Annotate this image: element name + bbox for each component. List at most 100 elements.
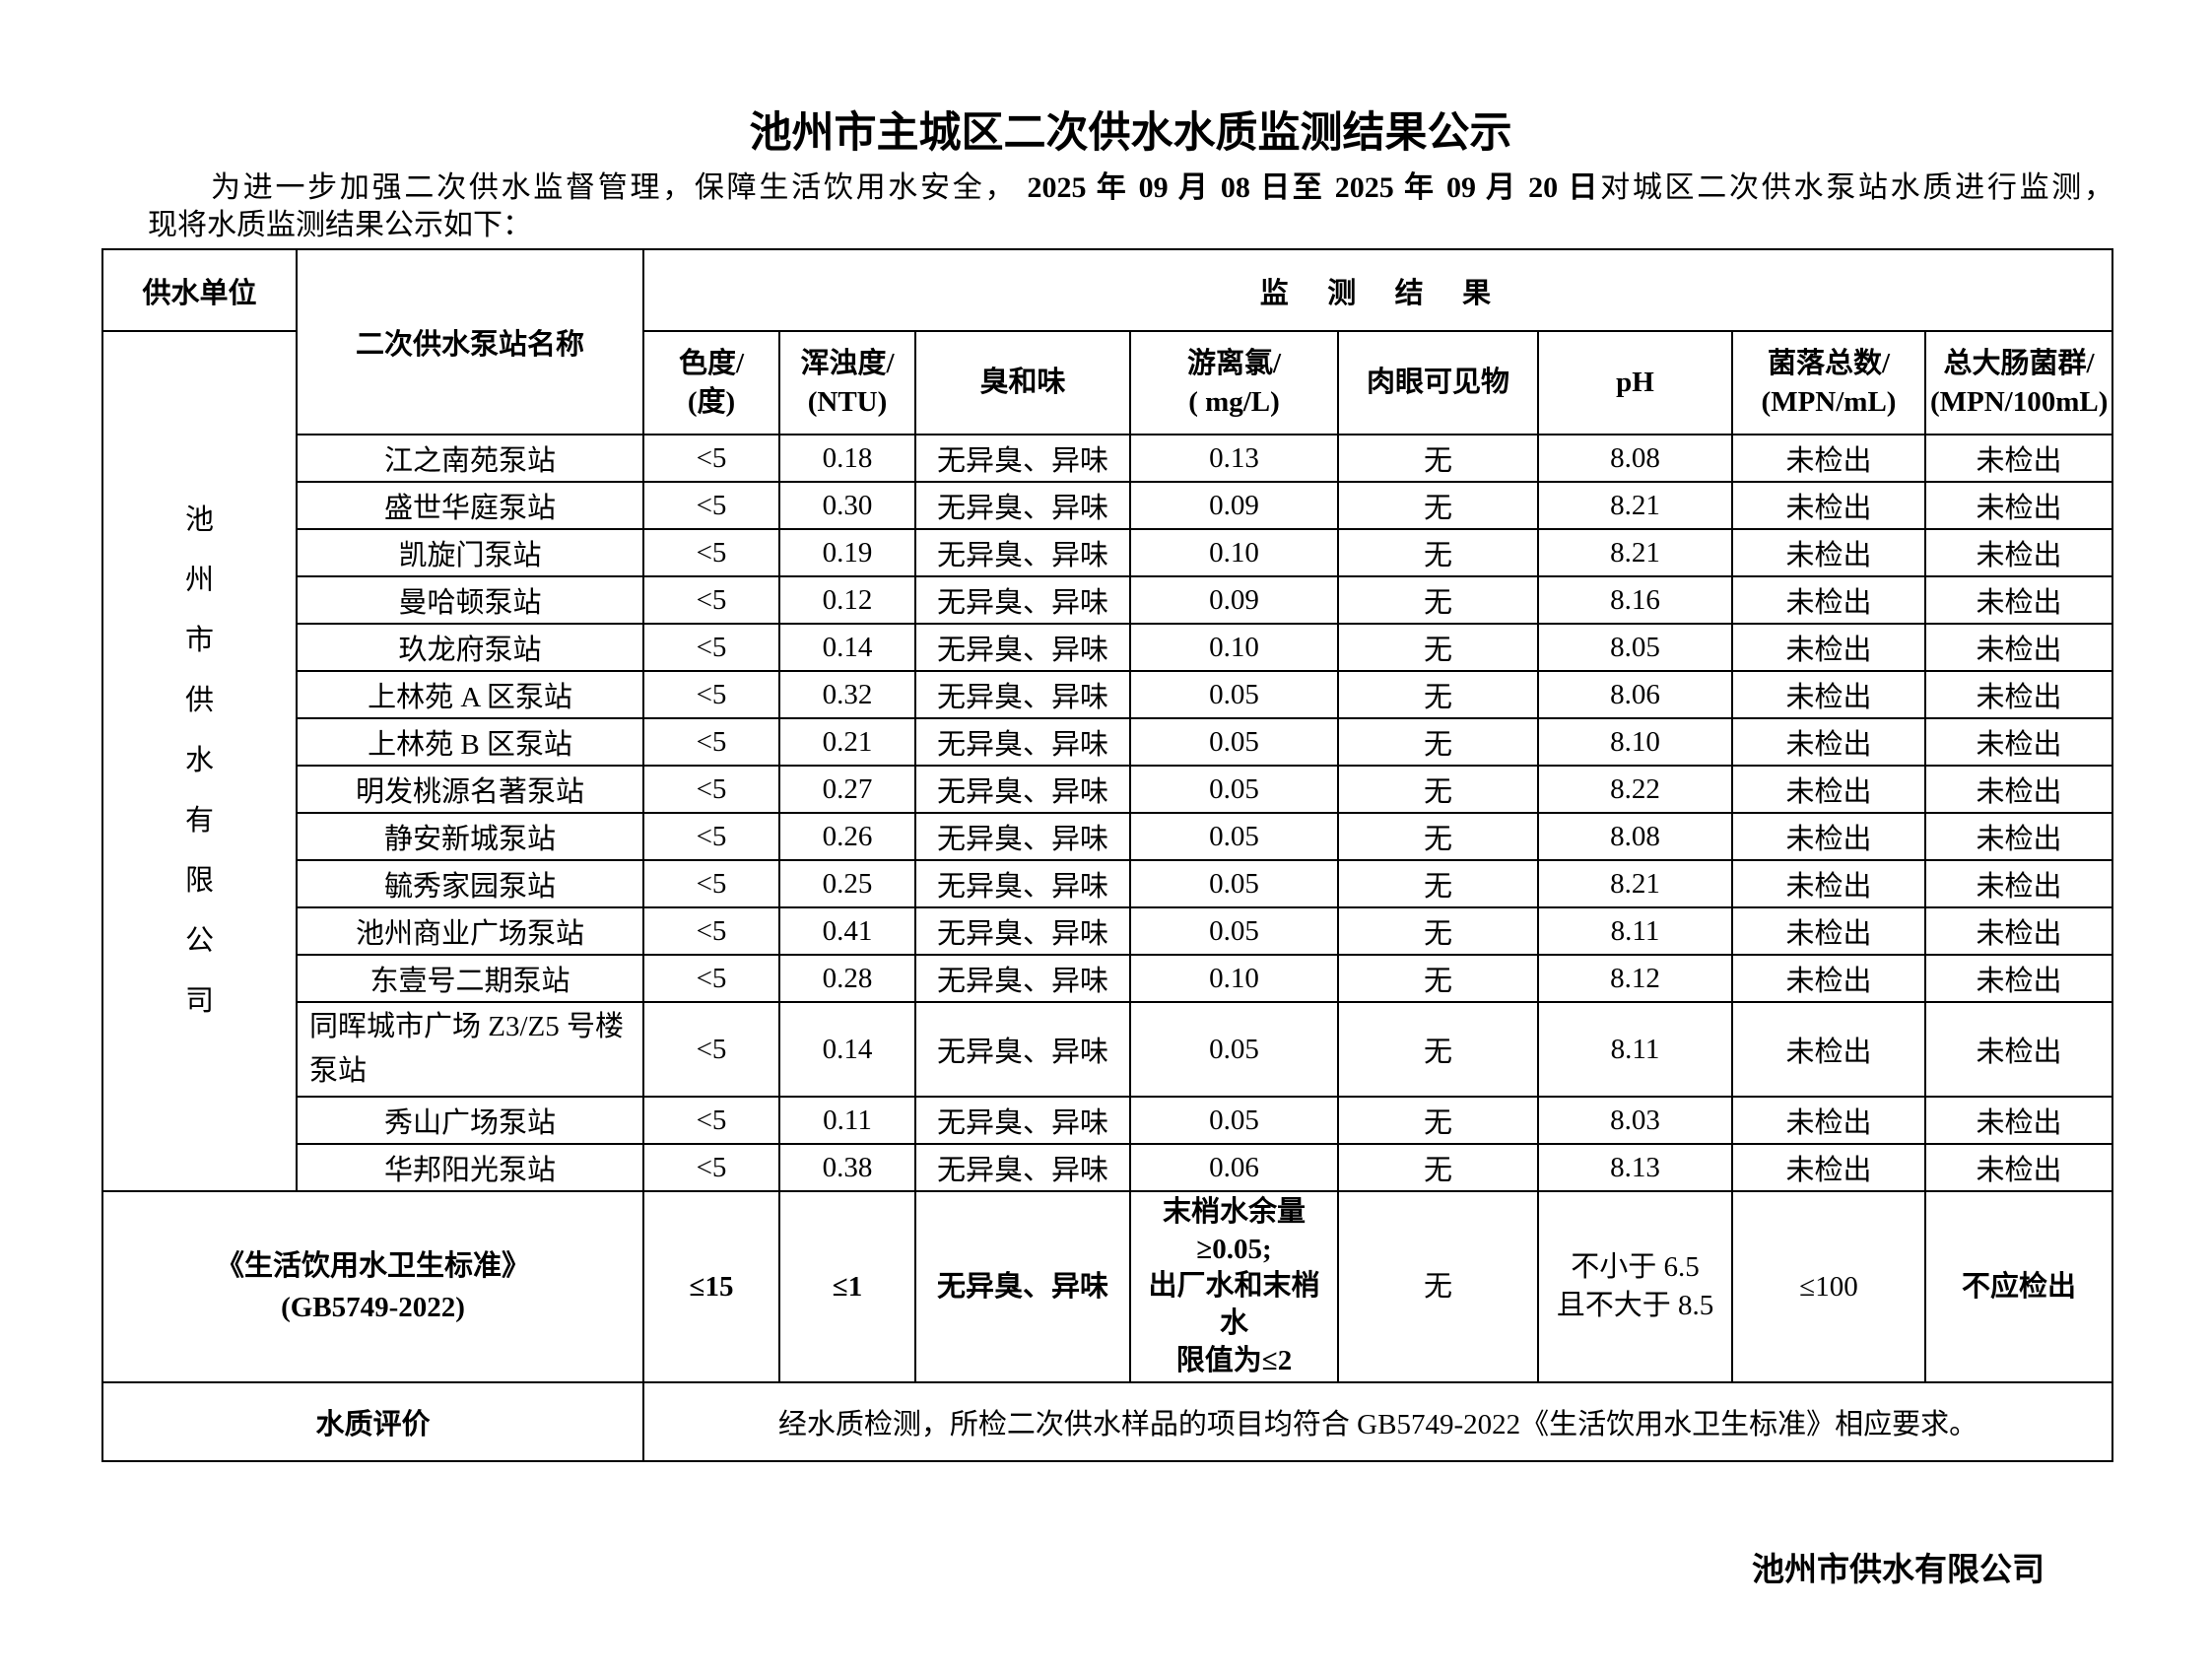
result-cell: <5	[642, 954, 780, 1004]
result-cell: 8.05	[1537, 623, 1733, 673]
result-cell: 8.08	[1537, 434, 1733, 484]
standard-value-cell: ≤1	[778, 1190, 916, 1384]
table-row: 上林苑 B 区泵站 <5 0.21 无异臭、异味 0.05 无 8.10 未检出 未检出	[102, 717, 2114, 768]
station-name-cell: 盛世华庭泵站	[296, 481, 644, 531]
intro-text-post: 对城区二次供水泵站水质进行监测，	[1600, 171, 2114, 205]
result-cell: 未检出	[1923, 528, 2114, 578]
table-row: 同晖城市广场 Z3/Z5 号楼泵站 <5 0.14 无异臭、异味 0.05 无 8.11 未检…	[102, 1001, 2114, 1099]
result-cell: 8.21	[1537, 481, 1733, 531]
result-cell: 0.05	[1129, 670, 1339, 720]
result-cell: 无	[1337, 1143, 1539, 1193]
station-name-cell: 明发桃源名著泵站	[296, 765, 644, 815]
result-cell: <5	[642, 765, 780, 815]
table-row: 池州商业广场泵站 <5 0.41 无异臭、异味 0.05 无 8.11 未检出 未检出	[102, 906, 2114, 957]
result-cell: 无	[1337, 481, 1539, 531]
station-name-cell: 华邦阳光泵站	[296, 1143, 644, 1193]
result-cell: 未检出	[1731, 717, 1926, 768]
result-cell: 0.09	[1129, 481, 1339, 531]
standard-row: 《生活饮用水卫生标准》 (GB5749-2022) ≤15 ≤1 无异臭、异味 末梢水…	[101, 1190, 2114, 1384]
result-cell: 未检出	[1731, 906, 1926, 957]
station-name-cell: 玖龙府泵站	[296, 623, 644, 673]
standard-value-cell: 不小于 6.5 且不大于 8.5	[1537, 1190, 1733, 1384]
result-cell: 0.14	[778, 623, 916, 673]
result-cell: 无	[1337, 623, 1539, 673]
table-header-row-1: 供水单位 二次供水泵站名称 监 测 结 果	[101, 248, 2114, 436]
standard-value-cell: 无异臭、异味	[914, 1190, 1131, 1384]
result-cell: 无	[1337, 906, 1539, 957]
standard-value-cell: 无	[1337, 1190, 1539, 1384]
result-cell: 8.21	[1537, 528, 1733, 578]
table-row: 曼哈顿泵站 <5 0.12 无异臭、异味 0.09 无 8.16 未检出 未检出	[102, 575, 2114, 626]
document-page: { "title": "池州市主城区二次供水水质监测结果公示", "intro"…	[0, 110, 2212, 1674]
result-cell: <5	[642, 717, 780, 768]
result-cell: 未检出	[1731, 859, 1926, 909]
column-header: 总大肠菌群/ (MPN/100mL)	[1923, 330, 2114, 436]
result-cell: 8.13	[1537, 1143, 1733, 1193]
result-cell: 未检出	[1731, 765, 1926, 815]
result-cell: 无异臭、异味	[914, 1001, 1131, 1099]
result-cell: 0.26	[778, 812, 916, 862]
table-row: 秀山广场泵站 <5 0.11 无异臭、异味 0.05 无 8.03 未检出 未检出	[102, 1096, 2114, 1146]
result-cell: 未检出	[1923, 481, 2114, 531]
evaluation-row: 水质评价 经水质检测，所检二次供水样品的项目均符合 GB5749-2022《生活…	[101, 1381, 2114, 1463]
result-cell: 0.10	[1129, 528, 1339, 578]
result-cell: 0.25	[778, 859, 916, 909]
result-cell: 8.21	[1537, 859, 1733, 909]
result-cell: 0.19	[778, 528, 916, 578]
station-name-cell: 同晖城市广场 Z3/Z5 号楼泵站	[296, 1001, 644, 1099]
result-cell: 0.05	[1129, 812, 1339, 862]
station-name-cell: 静安新城泵站	[296, 812, 644, 862]
station-name-cell: 东壹号二期泵站	[296, 954, 644, 1004]
result-cell: 无异臭、异味	[914, 765, 1131, 815]
result-cell: 无异臭、异味	[914, 434, 1131, 484]
result-cell: 0.14	[778, 1001, 916, 1099]
result-cell: 无	[1337, 812, 1539, 862]
result-cell: 未检出	[1731, 575, 1926, 626]
result-cell: 未检出	[1731, 670, 1926, 720]
result-cell: 0.21	[778, 717, 916, 768]
standard-value-cell: 不应检出	[1923, 1190, 2114, 1384]
result-cell: 未检出	[1923, 859, 2114, 909]
result-cell: 无异臭、异味	[914, 717, 1131, 768]
result-cell: 未检出	[1731, 528, 1926, 578]
intro-text-pre: 为进一步加强二次供水监督管理，保障生活饮用水安全，	[211, 171, 1018, 205]
table-row: 华邦阳光泵站 <5 0.38 无异臭、异味 0.06 无 8.13 未检出 未检出	[102, 1143, 2114, 1193]
result-cell: <5	[642, 859, 780, 909]
table-header-row-2: 池 州 市 供 水 有 限 公 司 色度/ (度) 浑浊度/ (NTU) 臭和味 游离…	[101, 330, 2114, 1193]
result-cell: 无	[1337, 434, 1539, 484]
station-name-header: 二次供水泵站名称	[296, 248, 644, 436]
column-header: 色度/ (度)	[642, 330, 780, 436]
column-header: 肉眼可见物	[1337, 330, 1539, 436]
result-cell: 未检出	[1731, 1001, 1926, 1099]
station-name-cell: 毓秀家园泵站	[296, 859, 644, 909]
result-cell: 无异臭、异味	[914, 1096, 1131, 1146]
standard-value-cell: ≤15	[642, 1190, 780, 1384]
result-cell: 0.09	[1129, 575, 1339, 626]
result-cell: 0.38	[778, 1143, 916, 1193]
supply-unit-header: 供水单位	[101, 248, 298, 333]
result-cell: 8.22	[1537, 765, 1733, 815]
result-cell: 未检出	[1731, 812, 1926, 862]
result-cell: 未检出	[1923, 906, 2114, 957]
column-header: 浑浊度/ (NTU)	[778, 330, 916, 436]
table-row: 东壹号二期泵站 <5 0.28 无异臭、异味 0.10 无 8.12 未检出 未检出	[102, 954, 2114, 1004]
result-cell: 未检出	[1731, 481, 1926, 531]
result-cell: 0.13	[1129, 434, 1339, 484]
table-row: 江之南苑泵站 <5 0.18 无异臭、异味 0.13 无 8.08 未检出 未检出	[102, 434, 2114, 484]
monitoring-date-range: 2025 年 09 月 08 日至 2025 年 09 月 20 日	[1017, 171, 1601, 205]
result-cell: 8.16	[1537, 575, 1733, 626]
station-name-cell: 上林苑 B 区泵站	[296, 717, 644, 768]
text-block: 池州市主城区二次供水水质监测结果公示 为进一步加强二次供水监督管理，保障生活饮用…	[148, 110, 2113, 244]
result-cell: 8.08	[1537, 812, 1733, 862]
column-header: pH	[1537, 330, 1733, 436]
evaluation-label: 水质评价	[101, 1381, 644, 1463]
result-cell: 0.28	[778, 954, 916, 1004]
result-cell: 无异臭、异味	[914, 528, 1131, 578]
result-cell: 无异臭、异味	[914, 670, 1131, 720]
result-cell: 0.12	[778, 575, 916, 626]
result-cell: <5	[642, 623, 780, 673]
standard-value-cell: 末梢水余量≥0.05; 出厂水和末梢水 限值为≤2	[1129, 1190, 1339, 1384]
table-row: 上林苑 A 区泵站 <5 0.32 无异臭、异味 0.05 无 8.06 未检出 未检出	[102, 670, 2114, 720]
result-cell: <5	[642, 906, 780, 957]
result-cell: 无异臭、异味	[914, 954, 1131, 1004]
